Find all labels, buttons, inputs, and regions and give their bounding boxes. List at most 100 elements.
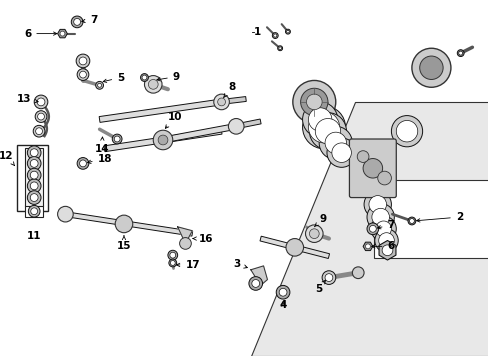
- Circle shape: [27, 168, 41, 182]
- Text: 4: 4: [279, 300, 286, 310]
- Polygon shape: [65, 212, 192, 236]
- Circle shape: [308, 112, 339, 143]
- Polygon shape: [363, 242, 372, 251]
- FancyBboxPatch shape: [349, 139, 395, 198]
- Text: 8: 8: [224, 82, 235, 97]
- Text: 9: 9: [314, 214, 325, 227]
- Circle shape: [80, 71, 86, 78]
- Polygon shape: [104, 128, 222, 152]
- Polygon shape: [250, 266, 267, 285]
- Circle shape: [371, 208, 388, 226]
- Circle shape: [366, 203, 393, 231]
- Circle shape: [331, 143, 351, 162]
- Circle shape: [285, 239, 303, 256]
- Circle shape: [419, 56, 442, 80]
- Circle shape: [142, 75, 146, 80]
- Circle shape: [292, 80, 335, 123]
- Circle shape: [28, 205, 40, 217]
- Circle shape: [76, 54, 90, 68]
- Text: 11: 11: [27, 231, 41, 241]
- Circle shape: [158, 135, 167, 145]
- Circle shape: [35, 111, 47, 122]
- Text: 5: 5: [103, 72, 124, 82]
- Circle shape: [79, 57, 87, 65]
- Circle shape: [30, 182, 38, 190]
- Text: 10: 10: [165, 112, 182, 129]
- Circle shape: [77, 69, 89, 80]
- Circle shape: [325, 132, 346, 154]
- Circle shape: [27, 191, 41, 204]
- Circle shape: [140, 73, 148, 81]
- Circle shape: [114, 136, 120, 142]
- Circle shape: [369, 225, 375, 232]
- Bar: [17, 145, 48, 211]
- Text: 7: 7: [81, 15, 97, 25]
- Text: 6: 6: [24, 28, 57, 39]
- Text: 13: 13: [17, 94, 38, 104]
- Circle shape: [272, 33, 278, 39]
- Circle shape: [31, 208, 38, 215]
- Circle shape: [300, 88, 327, 116]
- Circle shape: [30, 159, 38, 167]
- Circle shape: [390, 116, 422, 147]
- Circle shape: [34, 95, 48, 109]
- Circle shape: [228, 118, 244, 134]
- Text: 7: 7: [377, 220, 394, 230]
- Polygon shape: [378, 240, 395, 260]
- Circle shape: [96, 81, 103, 89]
- Polygon shape: [99, 99, 222, 122]
- Circle shape: [309, 229, 319, 239]
- Circle shape: [378, 233, 393, 248]
- Circle shape: [309, 113, 346, 150]
- Circle shape: [33, 125, 45, 137]
- Circle shape: [144, 76, 162, 93]
- Polygon shape: [235, 119, 261, 129]
- Circle shape: [179, 238, 191, 249]
- Circle shape: [273, 34, 276, 37]
- Circle shape: [248, 276, 262, 290]
- Circle shape: [153, 130, 172, 150]
- Bar: [25, 148, 43, 206]
- Circle shape: [411, 48, 450, 87]
- Text: 12: 12: [0, 150, 15, 166]
- Circle shape: [365, 244, 369, 249]
- Circle shape: [168, 259, 176, 267]
- Text: 5: 5: [314, 280, 325, 294]
- Circle shape: [251, 280, 259, 287]
- Polygon shape: [250, 102, 488, 356]
- Text: 16: 16: [193, 234, 213, 244]
- Circle shape: [74, 18, 81, 25]
- Circle shape: [38, 113, 44, 120]
- Circle shape: [27, 157, 41, 170]
- Circle shape: [71, 16, 83, 28]
- Circle shape: [302, 106, 345, 149]
- Circle shape: [408, 219, 413, 224]
- Circle shape: [407, 217, 415, 225]
- Circle shape: [276, 285, 289, 299]
- Text: 18: 18: [87, 153, 112, 163]
- Bar: [373, 180, 488, 258]
- Polygon shape: [58, 30, 67, 38]
- Circle shape: [285, 29, 290, 34]
- Circle shape: [368, 195, 386, 213]
- Circle shape: [326, 138, 356, 167]
- Circle shape: [58, 206, 73, 222]
- Text: 1: 1: [253, 27, 261, 37]
- Circle shape: [80, 160, 86, 167]
- Text: 3: 3: [232, 259, 247, 269]
- Circle shape: [315, 118, 340, 144]
- Circle shape: [322, 271, 335, 284]
- Circle shape: [112, 134, 122, 144]
- Circle shape: [364, 191, 390, 218]
- Circle shape: [37, 98, 45, 106]
- Text: 14: 14: [95, 137, 109, 154]
- Circle shape: [115, 215, 132, 233]
- Circle shape: [374, 229, 397, 252]
- Circle shape: [279, 288, 286, 296]
- Polygon shape: [221, 96, 246, 104]
- Circle shape: [27, 179, 41, 193]
- Circle shape: [319, 126, 352, 159]
- Text: 17: 17: [176, 260, 200, 270]
- Circle shape: [363, 158, 382, 178]
- Circle shape: [305, 225, 323, 243]
